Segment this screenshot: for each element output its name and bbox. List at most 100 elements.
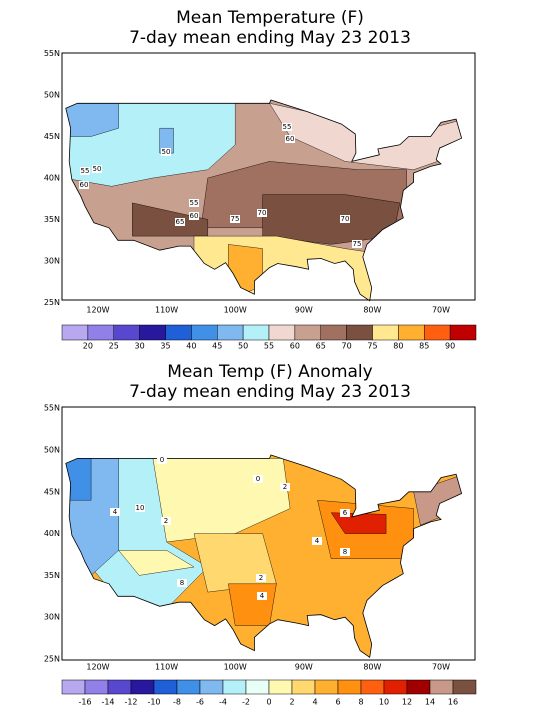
colorbar-box	[191, 324, 218, 341]
lon-label: 110W	[155, 663, 178, 672]
contour-label-bg	[253, 475, 263, 483]
colorbar-label: 25	[109, 342, 119, 351]
contour-label: 8	[343, 548, 347, 556]
contour-label-bg	[257, 592, 267, 600]
lon-label: 120W	[86, 663, 109, 672]
contour-label-bg	[257, 209, 267, 217]
contour-label: 60	[286, 135, 295, 143]
colorbar-box	[346, 324, 373, 341]
colorbar-label: -2	[242, 698, 250, 707]
colorbar-label: 75	[367, 342, 377, 351]
colorbar-label: -10	[147, 698, 160, 707]
contour-label-bg	[280, 483, 290, 491]
contour-label-bg	[110, 508, 120, 516]
shade-region	[330, 512, 387, 534]
contour-label-bg	[285, 135, 295, 143]
contour-label: 55	[190, 199, 199, 207]
lon-label: 110W	[155, 306, 178, 315]
lat-label: 55N	[44, 404, 60, 413]
contour-label: 60	[80, 181, 89, 189]
contour-label: 70	[258, 209, 267, 217]
colorbar-box	[452, 679, 477, 695]
lon-label: 100W	[224, 663, 247, 672]
colorbar-label: 50	[238, 342, 248, 351]
colorbar-box	[176, 679, 201, 695]
colorbar-label: 4	[312, 698, 317, 707]
lat-label: 40N	[44, 174, 60, 183]
contour-label: 50	[93, 165, 102, 173]
lat-label: 30N	[44, 257, 60, 266]
contour-label-bg	[282, 123, 292, 131]
contour-label-bg	[161, 148, 171, 156]
contour-label: 8	[180, 579, 184, 587]
title: Mean Temp (F) Anomaly	[167, 362, 372, 382]
contour-label-bg	[230, 215, 240, 223]
contour-label-bg	[340, 509, 350, 517]
colorbar-label: 60	[290, 342, 300, 351]
lon-label: 70W	[432, 663, 450, 672]
colorbar-box	[372, 324, 399, 341]
us-outline	[65, 454, 463, 658]
lat-label: 35N	[44, 215, 60, 224]
lat-label: 50N	[44, 91, 60, 100]
contour-label-bg	[312, 537, 322, 545]
contour-label-bg	[92, 165, 102, 173]
lon-label: 100W	[224, 306, 247, 315]
contour-label: 6	[343, 509, 348, 517]
contour-label-bg	[175, 218, 185, 226]
lat-label: 25N	[44, 298, 60, 307]
shade-region	[228, 583, 277, 626]
lat-label: 30N	[44, 613, 60, 622]
colorbar-box	[87, 324, 114, 341]
colorbar-label: 65	[316, 342, 326, 351]
contour-label-bg	[340, 548, 350, 556]
contour-label-bg	[352, 240, 362, 248]
title: Mean Temperature (F)	[176, 8, 364, 28]
colorbar-label: 80	[393, 342, 403, 351]
colorbar-box	[139, 324, 166, 341]
colorbar-box	[268, 679, 293, 695]
subtitle: 7-day mean ending May 23 2013	[129, 28, 411, 48]
colorbar-label: 8	[358, 698, 363, 707]
contour-label: 75	[231, 215, 240, 223]
contour-label-bg	[79, 181, 89, 189]
contour-label: 2	[259, 574, 263, 582]
colorbar-label: 45	[212, 342, 222, 351]
colorbar-box	[360, 679, 385, 695]
contour-label: 2	[164, 517, 168, 525]
colorbar-label: 40	[186, 342, 196, 351]
shade-region	[193, 533, 277, 593]
colorbar-label: -4	[219, 698, 227, 707]
contour-label: 75	[353, 240, 362, 248]
colorbar-label: -14	[101, 698, 114, 707]
colorbar-box	[217, 324, 244, 341]
contour-label-bg	[157, 456, 167, 464]
shade-region	[118, 550, 195, 576]
colorbar-label: 30	[135, 342, 145, 351]
colorbar-box	[268, 324, 296, 341]
contour-label: 0	[160, 456, 164, 464]
contour-label: 2	[283, 483, 287, 491]
colorbar-box	[337, 679, 362, 695]
shade-region	[262, 194, 401, 245]
colorbar-label: 2	[289, 698, 294, 707]
contour-label-bg	[80, 167, 90, 175]
contour-label-bg	[340, 215, 350, 223]
contour-label: 4	[315, 537, 320, 545]
contour-label: 65	[176, 218, 185, 226]
map-fill	[65, 100, 462, 301]
colorbar-box	[153, 679, 178, 695]
colorbar-label: 90	[445, 342, 455, 351]
colorbar-label: 12	[402, 698, 412, 707]
lon-label: 90W	[295, 663, 313, 672]
colorbar-box	[222, 679, 247, 695]
lon-label: 80W	[363, 306, 381, 315]
colorbar-box	[383, 679, 408, 695]
lon-label: 80W	[363, 663, 381, 672]
contour-label: 10	[136, 504, 145, 512]
lon-label: 90W	[295, 306, 313, 315]
colorbar-box	[84, 679, 109, 695]
map-fill	[65, 455, 462, 658]
lat-label: 35N	[44, 571, 60, 580]
